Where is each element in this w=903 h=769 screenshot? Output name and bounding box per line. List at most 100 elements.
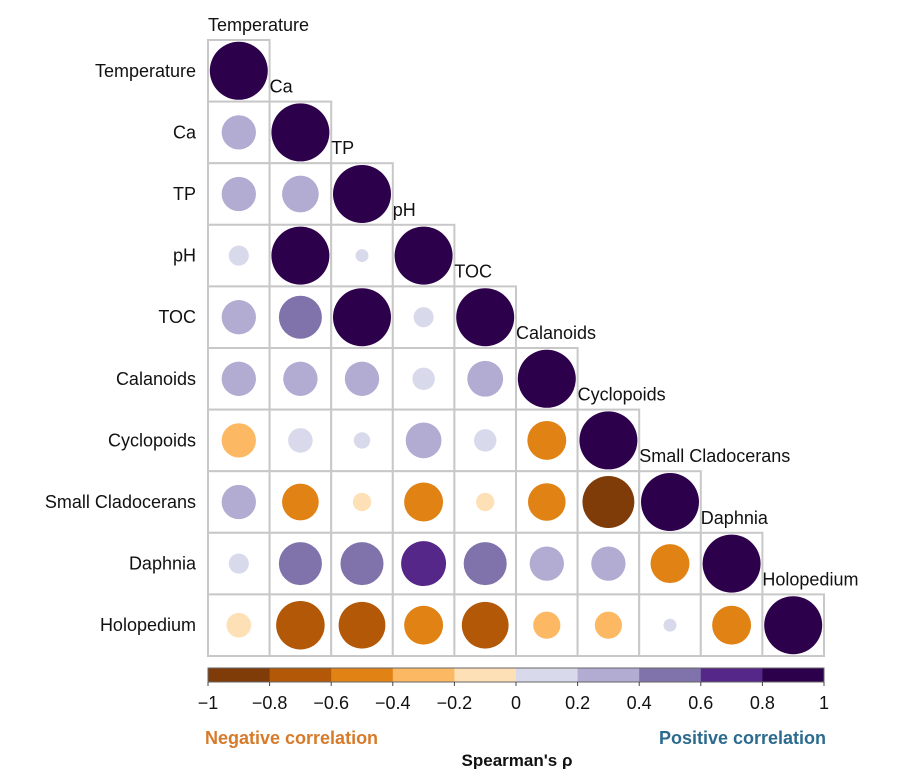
correlation-circle <box>221 115 256 150</box>
correlation-circle <box>582 476 635 528</box>
correlation-circle <box>412 367 435 391</box>
colorbar-tick-label: 0.8 <box>750 693 775 713</box>
correlation-circle <box>221 300 256 335</box>
diagonal-labels: Temperature Ca TP pH TOC Calanoids Cyclopoids S… <box>208 15 858 589</box>
row-label: pH <box>173 246 196 266</box>
correlation-circle <box>221 176 256 212</box>
correlation-circle <box>355 249 369 263</box>
correlation-circle <box>764 596 823 655</box>
colorbar-segment <box>516 668 579 682</box>
colorbar-tick-label: 0.2 <box>565 693 590 713</box>
colorbar-segment <box>639 668 702 682</box>
correlation-circle <box>579 411 638 470</box>
matrix-cell <box>207 408 271 473</box>
colorbar-segment <box>331 668 394 682</box>
row-labels: Temperature Ca TP pH TOC Calanoids Cyclopoids S… <box>45 61 197 635</box>
colorbar-tick-labels: −1 −0.8 −0.6 −0.4 −0.2 0 0.2 0.4 0.6 0.8 1 <box>198 682 829 713</box>
correlation-circle <box>271 226 330 285</box>
colorbar-tick-label: 1 <box>819 693 829 713</box>
correlation-circle <box>413 307 434 328</box>
correlation-circle <box>712 605 752 645</box>
diagonal-label: Calanoids <box>516 323 596 343</box>
diagonal-label: Holopedium <box>762 569 858 589</box>
correlation-circle <box>221 484 256 520</box>
colorbar-segment <box>454 668 517 682</box>
correlation-circle <box>517 349 576 408</box>
correlation-circle <box>333 165 391 223</box>
correlation-circle <box>282 483 319 521</box>
correlation-circle <box>404 605 444 645</box>
correlation-circle <box>401 541 447 587</box>
diagonal-label: TP <box>331 138 354 158</box>
diagonal-label: Small Cladocerans <box>639 446 790 466</box>
colorbar-tick-label: −0.4 <box>375 693 411 713</box>
diagonal-label: TOC <box>454 261 492 281</box>
correlation-circle <box>338 601 386 649</box>
diagonal-label: pH <box>393 200 416 220</box>
correlation-circle <box>702 534 761 593</box>
colorbar-segment <box>762 668 825 682</box>
colorbar-tick-label: −1 <box>198 693 219 713</box>
row-label: Holopedium <box>100 615 196 635</box>
colorbar <box>207 667 825 683</box>
diagonal-label: Cyclopoids <box>578 385 666 405</box>
correlation-circle <box>221 361 256 396</box>
correlation-circle <box>276 600 325 650</box>
colorbar-tick-label: −0.6 <box>313 693 349 713</box>
correlation-circle <box>226 612 252 638</box>
negative-correlation-caption: Negative correlation <box>205 728 378 748</box>
correlation-circle <box>228 553 249 574</box>
row-label: Daphnia <box>129 554 197 574</box>
colorbar-segment <box>269 668 332 682</box>
correlation-circle <box>663 618 677 632</box>
row-label: Cyclopoids <box>108 430 196 450</box>
positive-correlation-caption: Positive correlation <box>659 728 826 748</box>
correlation-circle <box>271 103 330 162</box>
correlation-circle <box>527 420 567 460</box>
correlation-circle <box>529 546 564 581</box>
colorbar-tick-label: 0 <box>511 693 521 713</box>
colorbar-segment <box>577 668 640 682</box>
correlation-circle <box>394 226 453 285</box>
diagonal-label: Daphnia <box>701 508 769 528</box>
row-label: Ca <box>173 122 197 142</box>
correlation-circle <box>283 361 318 396</box>
row-label: Small Cladocerans <box>45 492 196 512</box>
correlation-circle <box>533 611 561 639</box>
correlation-circle <box>278 295 322 339</box>
diagonal-label: Temperature <box>208 15 309 35</box>
colorbar-tick-label: −0.2 <box>437 693 473 713</box>
colorbar-segment <box>208 668 271 682</box>
correlation-circle <box>352 492 372 512</box>
colorbar-tick-label: 0.6 <box>688 693 713 713</box>
correlation-circle <box>333 288 391 347</box>
correlation-circle <box>288 428 313 453</box>
correlation-circle <box>278 542 322 586</box>
colorbar-axis-label: Spearman's ρ <box>462 751 573 769</box>
correlation-circle <box>221 423 256 458</box>
correlation-circle <box>463 542 507 586</box>
colorbar-tick-label: −0.8 <box>252 693 288 713</box>
row-label: TOC <box>158 307 196 327</box>
correlation-circle <box>228 245 249 266</box>
correlation-circle <box>641 473 699 531</box>
correlation-circle <box>528 483 566 521</box>
matrix-cell <box>391 285 456 349</box>
correlation-circle <box>209 41 268 100</box>
correlation-circle <box>473 429 497 452</box>
correlation-circle <box>340 542 384 586</box>
correlation-circle <box>405 422 442 459</box>
colorbar-tick-label: 0.4 <box>627 693 652 713</box>
colorbar-segment <box>700 668 763 682</box>
correlation-circle <box>344 361 380 396</box>
correlation-circle <box>476 492 495 512</box>
correlation-circle <box>461 601 509 649</box>
correlation-circles <box>209 41 823 655</box>
diagonal-label: Ca <box>270 77 294 97</box>
correlation-circle <box>467 360 504 397</box>
correlation-circle <box>591 546 626 581</box>
correlation-circle <box>650 544 690 584</box>
correlation-circle <box>456 288 515 347</box>
correlation-circle <box>404 482 444 522</box>
